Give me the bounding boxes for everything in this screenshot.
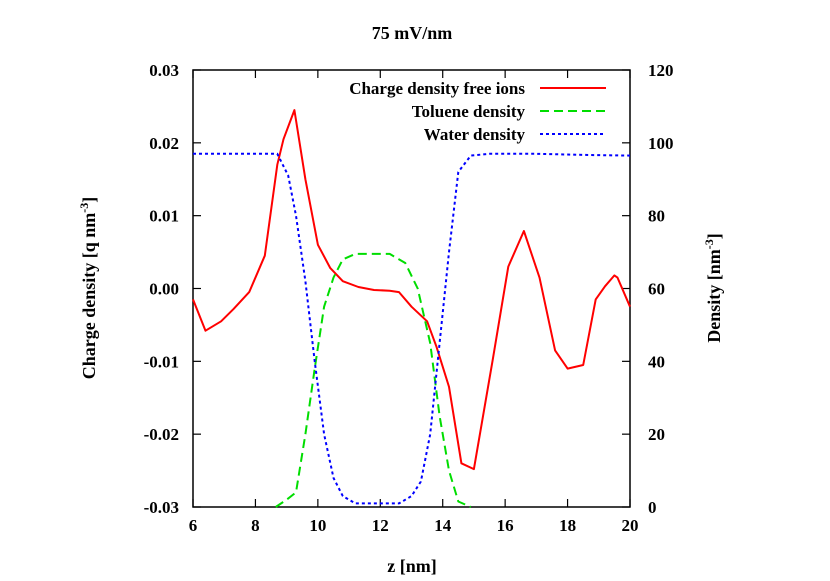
x-tick-label: 8 bbox=[251, 516, 260, 535]
y2-tick-label: 20 bbox=[648, 425, 665, 444]
y2-tick-label: 120 bbox=[648, 61, 674, 80]
y2-axis-ticks: 0 20 40 60 80 100 120 bbox=[622, 61, 674, 517]
legend-label-toluene-density: Toluene density bbox=[412, 102, 526, 121]
y2-tick-label: 40 bbox=[648, 352, 665, 371]
x-tick-label: 18 bbox=[559, 516, 576, 535]
series-layer bbox=[192, 109, 631, 508]
x-tick-label: 20 bbox=[622, 516, 639, 535]
y-axis-label-sup: -3 bbox=[77, 203, 91, 213]
y2-tick-label: 100 bbox=[648, 134, 674, 153]
y-tick-label: 0.02 bbox=[149, 134, 179, 153]
y2-tick-label: 80 bbox=[648, 207, 665, 226]
chart-title: 75 mV/nm bbox=[372, 23, 453, 43]
y-tick-label: 0.03 bbox=[149, 61, 179, 80]
y-tick-label: -0.02 bbox=[144, 425, 179, 444]
y-axis-label-tail: ] bbox=[79, 197, 99, 203]
y-tick-label: 0.00 bbox=[149, 280, 179, 299]
x-tick-label: 12 bbox=[372, 516, 389, 535]
x-tick-label: 16 bbox=[497, 516, 514, 535]
y-tick-label: 0.01 bbox=[149, 207, 179, 226]
y-tick-label: -0.01 bbox=[144, 352, 179, 371]
legend-label-charge-density: Charge density free ions bbox=[349, 79, 525, 98]
legend: Charge density free ions Toluene density… bbox=[349, 79, 606, 144]
plot-frame bbox=[192, 69, 631, 508]
x-axis-ticks: 6 8 10 12 14 16 18 20 bbox=[189, 70, 639, 535]
x-tick-label: 10 bbox=[309, 516, 326, 535]
y2-axis-label: Density [nm-3] bbox=[702, 233, 724, 343]
y2-axis-label-tail: ] bbox=[704, 233, 724, 239]
y2-tick-label: 0 bbox=[648, 498, 657, 517]
toluene-density-line bbox=[275, 252, 472, 508]
x-tick-label: 6 bbox=[189, 516, 198, 535]
y-tick-label: -0.03 bbox=[144, 498, 179, 517]
x-tick-label: 14 bbox=[434, 516, 452, 535]
charge-density-line bbox=[192, 109, 631, 471]
y-axis-ticks: -0.03 -0.02 -0.01 0.00 0.01 0.02 0.03 bbox=[144, 61, 201, 517]
water-density-line bbox=[193, 152, 631, 505]
x-axis-label: z [nm] bbox=[387, 556, 436, 576]
y2-axis-label-main: Density [nm bbox=[704, 249, 724, 343]
y-axis-label: Charge density [q nm-3] bbox=[77, 197, 99, 380]
y2-axis-label-sup: -3 bbox=[702, 239, 716, 249]
y-axis-label-main: Charge density [q nm bbox=[79, 213, 99, 380]
legend-label-water-density: Water density bbox=[424, 125, 526, 144]
y2-tick-label: 60 bbox=[648, 280, 665, 299]
